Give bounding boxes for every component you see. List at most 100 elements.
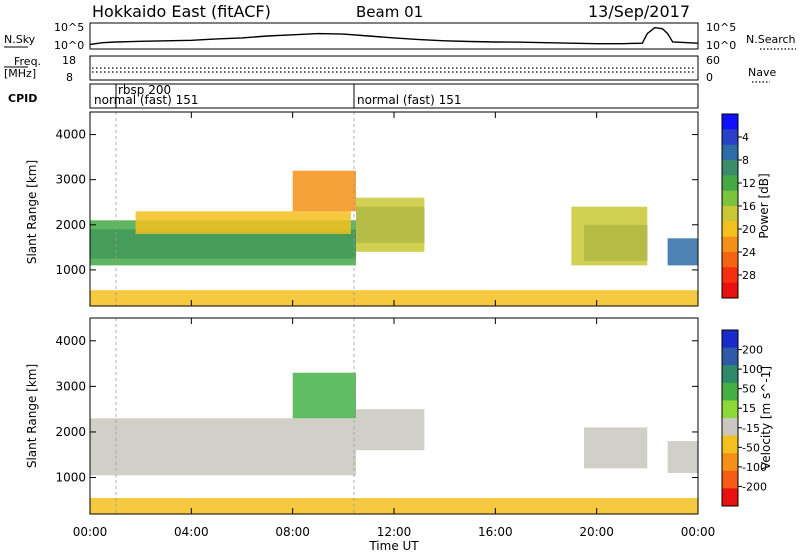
nave-tick-bottom: 0 <box>706 71 713 84</box>
velocity-colorbar-swatches <box>722 330 738 507</box>
colorbar-swatch <box>722 488 738 507</box>
colorbar-tick-label: 4 <box>742 131 749 144</box>
nsky-label: N.Sky <box>4 33 36 46</box>
colorbar-tick-label: 50 <box>742 383 756 396</box>
noise-sky-trace <box>89 26 699 46</box>
colorbar-tick-label: 24 <box>742 246 756 259</box>
data-region <box>667 441 698 473</box>
colorbar-swatch <box>722 400 738 419</box>
y-tick-label: 2000 <box>55 218 86 232</box>
power-y-ticks: 1000 2000 3000 4000 <box>55 128 698 277</box>
x-axis-ticks: 00:00 04:00 08:00 12:00 16:00 20:00 00:00 <box>73 112 715 539</box>
power-data-regions <box>90 170 698 306</box>
y-tick-label: 3000 <box>55 173 86 187</box>
data-region <box>292 372 356 419</box>
x-tick-label: 20:00 <box>579 525 614 539</box>
nsearch-label: N.Search <box>746 33 796 46</box>
colorbar-swatch <box>722 206 738 222</box>
data-region <box>667 238 698 266</box>
data-region <box>90 418 356 476</box>
data-region <box>90 290 698 306</box>
colorbar-tick-label: 16 <box>742 200 756 213</box>
power-colorbar: 4 8 12 16 20 24 28 Power [dB] <box>721 113 771 299</box>
cpid-panel: CPID rbsp 200 normal (fast) 151 normal (… <box>8 83 699 109</box>
y-tick-label: 1000 <box>55 471 86 485</box>
colorbar-swatch <box>722 418 738 437</box>
colorbar-swatch <box>722 144 738 161</box>
colorbar-tick-label: 28 <box>742 269 756 282</box>
freq-tick-top: 18 <box>62 54 76 67</box>
x-tick-label: 08:00 <box>275 525 310 539</box>
colorbar-tick-label: 8 <box>742 154 749 167</box>
y-tick-label: 3000 <box>55 379 86 393</box>
freq-unit: [MHz] <box>4 67 36 80</box>
power-ylabel: Slant Range [km] <box>25 160 39 264</box>
freq-panel: Freq. [MHz] 18 8 60 0 Nave <box>4 54 776 84</box>
colorbar-swatch <box>722 365 738 384</box>
cpid-entry-normal-1: normal (fast) 151 <box>94 93 198 107</box>
colorbar-swatch <box>722 129 738 146</box>
colorbar-swatch <box>722 221 738 238</box>
cpid-entry-normal-2: normal (fast) 151 <box>357 93 461 107</box>
power-colorbar-swatches <box>722 114 738 299</box>
y-tick-label: 4000 <box>55 128 86 142</box>
y-tick-label: 1000 <box>55 263 86 277</box>
nave-label: Nave <box>748 66 776 79</box>
colorbar-tick-label: -200 <box>742 480 767 493</box>
nave-tick-top: 60 <box>706 54 720 67</box>
nsky-tick-bottom: 10^0 <box>54 39 84 52</box>
nsearch-tick-bottom: 10^0 <box>706 39 736 52</box>
cpid-entry-rbsp: rbsp 200 <box>118 83 171 97</box>
colorbar-tick-label: 12 <box>742 177 756 190</box>
date-label: 13/Sep/2017 <box>588 2 690 21</box>
colorbar-swatch <box>722 236 738 253</box>
x-tick-label: 16:00 <box>478 525 513 539</box>
colorbar-swatch <box>722 382 738 401</box>
colorbar-tick-label: -50 <box>742 441 760 454</box>
colorbar-swatch <box>722 252 738 268</box>
freq-tick-bottom: 8 <box>66 71 73 84</box>
colorbar-tick-label: -15 <box>742 422 760 435</box>
colorbar-swatch <box>722 453 738 472</box>
y-tick-label: 4000 <box>55 334 86 348</box>
colorbar-tick-label: 200 <box>742 344 763 357</box>
noise-panel: N.Sky 10^5 10^0 10^5 10^0 N.Search <box>4 21 796 52</box>
colorbar-tick-label: 100 <box>742 363 763 376</box>
velocity-panel: 1000 2000 3000 4000 Slant Range [km] <box>25 317 699 515</box>
colorbar-tick-label: 20 <box>742 223 756 236</box>
power-panel: 1000 2000 3000 4000 Slant Range [km] <box>25 111 699 307</box>
colorbar-swatch <box>722 330 738 349</box>
colorbar-swatch <box>722 347 738 366</box>
colorbar-swatch <box>722 470 738 489</box>
colorbar-tick-label: -100 <box>742 461 767 474</box>
freq-label: Freq. <box>14 55 41 68</box>
power-colorbar-ticks: 4 8 12 16 20 24 28 <box>738 131 756 282</box>
data-region <box>135 211 351 234</box>
x-tick-label: 04:00 <box>174 525 209 539</box>
nsearch-tick-top: 10^5 <box>706 21 736 34</box>
velocity-colorbar-ticks: 200 100 50 15 -15 -50 -100 -200 <box>738 344 767 493</box>
cpid-label: CPID <box>8 92 37 105</box>
site-title: Hokkaido East (fitACF) <box>92 2 271 21</box>
beam-label: Beam 01 <box>356 3 423 21</box>
colorbar-swatch <box>722 190 738 207</box>
colorbar-swatch <box>722 114 738 130</box>
colorbar-swatch <box>722 435 738 454</box>
data-region <box>292 170 356 212</box>
data-region <box>571 206 648 266</box>
velocity-colorbar-label: Velocity [m s^-1] <box>759 366 773 470</box>
data-region <box>584 427 648 469</box>
nsky-tick-top: 10^5 <box>54 21 84 34</box>
data-region <box>356 409 425 451</box>
colorbar-swatch <box>722 160 738 176</box>
velocity-data-regions <box>90 372 698 514</box>
colorbar-swatch <box>722 282 738 299</box>
x-tick-label: 12:00 <box>377 525 412 539</box>
data-region <box>356 197 425 252</box>
velocity-ylabel: Slant Range [km] <box>25 364 39 468</box>
x-tick-label: 00:00 <box>73 525 108 539</box>
colorbar-tick-label: 15 <box>742 402 756 415</box>
colorbar-swatch <box>722 267 738 284</box>
x-axis-label: Time UT <box>368 539 419 553</box>
